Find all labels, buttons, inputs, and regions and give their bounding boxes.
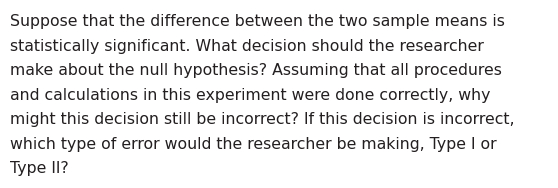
Text: make about the null hypothesis? Assuming that all procedures: make about the null hypothesis? Assuming…: [10, 63, 502, 78]
Text: and calculations in this experiment were done correctly, why: and calculations in this experiment were…: [10, 87, 490, 102]
Text: which type of error would the researcher be making, Type I or: which type of error would the researcher…: [10, 136, 497, 152]
Text: Suppose that the difference between the two sample means is: Suppose that the difference between the …: [10, 14, 505, 29]
Text: statistically significant. What decision should the researcher: statistically significant. What decision…: [10, 39, 484, 54]
Text: might this decision still be incorrect? If this decision is incorrect,: might this decision still be incorrect? …: [10, 112, 514, 127]
Text: Type II?: Type II?: [10, 161, 69, 176]
